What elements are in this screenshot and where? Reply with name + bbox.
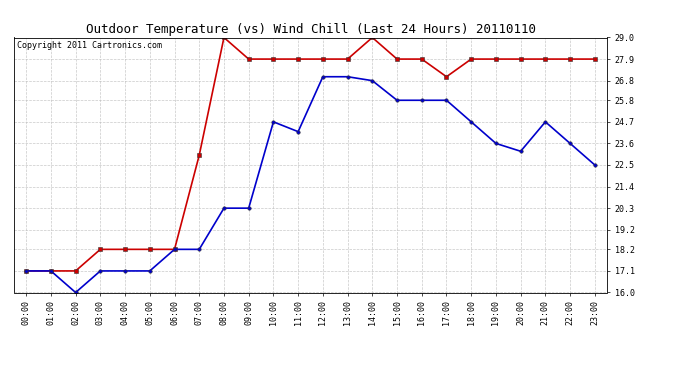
Title: Outdoor Temperature (vs) Wind Chill (Last 24 Hours) 20110110: Outdoor Temperature (vs) Wind Chill (Las… bbox=[86, 23, 535, 36]
Text: Copyright 2011 Cartronics.com: Copyright 2011 Cartronics.com bbox=[17, 41, 161, 50]
